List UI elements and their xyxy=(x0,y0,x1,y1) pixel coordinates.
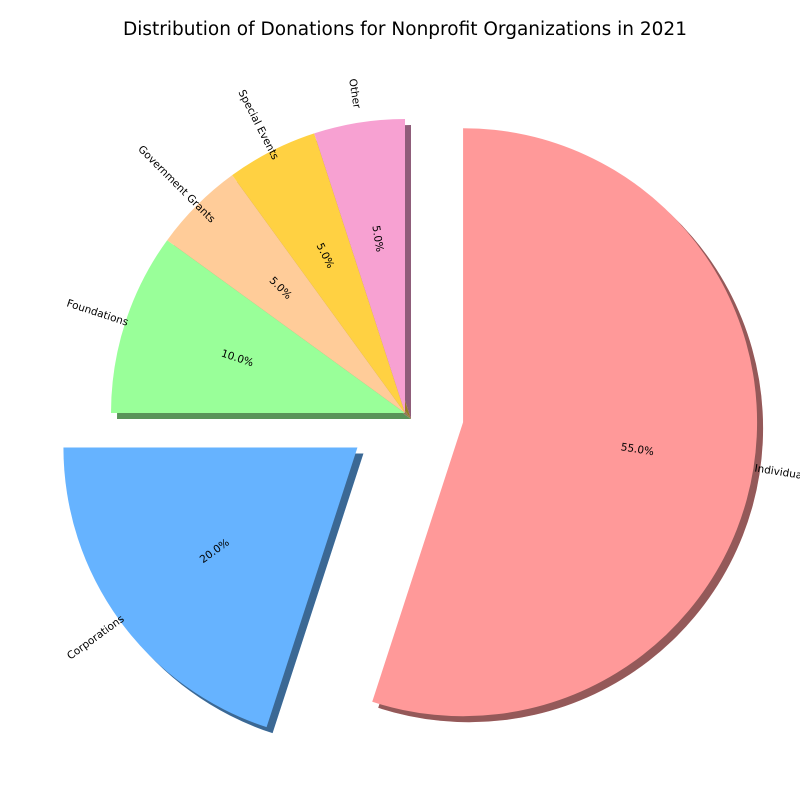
pie-slices xyxy=(63,119,758,728)
slice-label-government-grants: Government Grants xyxy=(135,143,217,225)
slice-corporations xyxy=(63,447,358,728)
slice-individuals-pct-label: 55.0% xyxy=(620,441,655,458)
slice-foundations xyxy=(111,240,405,413)
chart-title: Distribution of Donations for Nonprofit … xyxy=(123,19,687,40)
slice-label-corporations: Corporations xyxy=(65,613,127,662)
slice-individuals xyxy=(372,128,758,717)
slice-other xyxy=(314,119,405,413)
slice-label-special-events: Special Events xyxy=(235,88,281,162)
slice-label-other: Other xyxy=(346,78,363,110)
slice-special-events xyxy=(232,133,405,413)
slice-government-grants xyxy=(167,175,405,413)
slice-label-individuals: Individuals xyxy=(754,462,800,483)
slice-label-foundations: Foundations xyxy=(65,297,130,328)
slice-other-pct-label: 5.0% xyxy=(369,225,385,253)
